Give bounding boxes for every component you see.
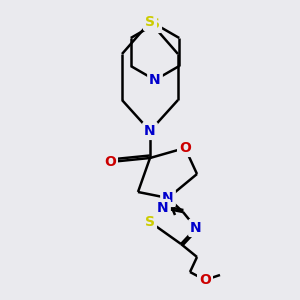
Text: N: N: [190, 221, 202, 235]
Text: S: S: [145, 15, 155, 29]
Text: N: N: [144, 124, 156, 138]
Text: N: N: [157, 201, 169, 215]
Text: N: N: [149, 73, 161, 87]
Text: N: N: [162, 191, 174, 205]
Text: O: O: [179, 141, 191, 155]
Text: O: O: [104, 155, 116, 169]
Text: O: O: [199, 273, 211, 287]
Text: S: S: [150, 17, 160, 31]
Text: S: S: [145, 215, 155, 229]
